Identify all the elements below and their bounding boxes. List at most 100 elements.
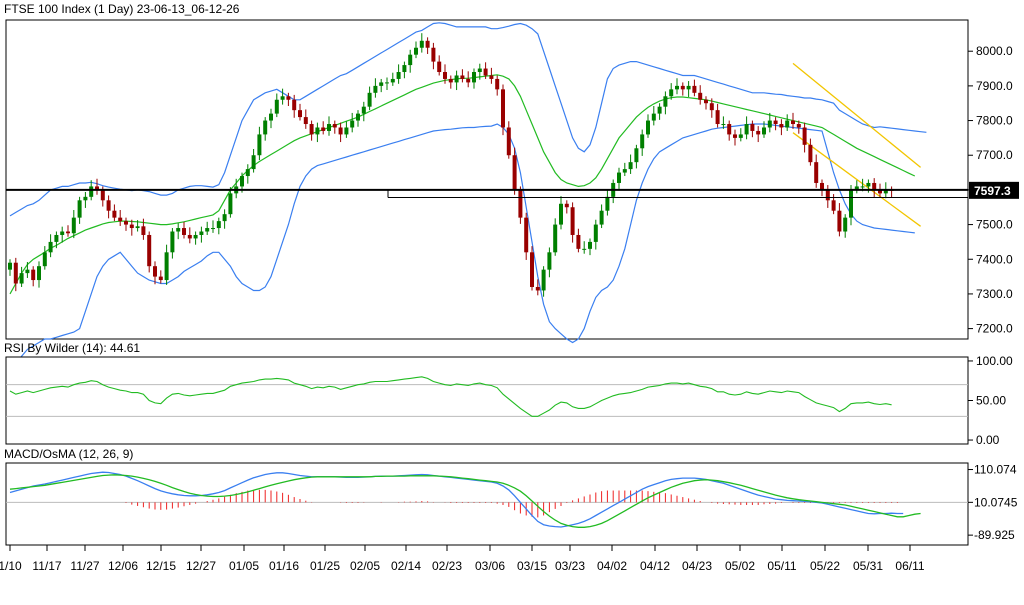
candle (756, 126, 761, 143)
candle (506, 121, 511, 159)
candle (286, 92, 291, 106)
candle-body (112, 210, 117, 218)
candle (274, 93, 279, 118)
candle (106, 195, 111, 219)
candle (640, 129, 645, 156)
candle-body (802, 127, 807, 145)
x-tick-label: 03/15 (517, 559, 547, 573)
candle-body (483, 68, 488, 76)
candle-body (332, 124, 337, 128)
candle-body (390, 78, 395, 83)
candle (13, 257, 18, 292)
candle (628, 154, 633, 174)
candle-body (524, 217, 529, 253)
candle-body (124, 221, 128, 225)
y-tick-label: 7500.0 (976, 218, 1013, 232)
candle-body (292, 99, 297, 111)
candle (245, 164, 250, 184)
candle-body (646, 120, 650, 135)
macd-line (9, 471, 904, 528)
candle (170, 228, 175, 259)
candle-body (622, 169, 627, 173)
candle (849, 185, 853, 226)
candle-body (66, 231, 70, 234)
candle (460, 69, 465, 83)
candle (135, 220, 140, 232)
candle-body (402, 65, 407, 73)
candle-body (796, 124, 801, 128)
x-tick-label: 11/27 (70, 559, 99, 573)
candle-body (820, 182, 824, 190)
candle (303, 109, 308, 129)
candle-body (791, 120, 795, 125)
candle-body (396, 72, 401, 79)
x-tick-label: 12/15 (146, 559, 176, 573)
candle (802, 122, 807, 153)
candle-body (506, 127, 511, 156)
candle-body (350, 120, 355, 128)
y-tick-label: 7400.0 (976, 252, 1013, 266)
candle-body (8, 262, 12, 270)
candle-body (315, 127, 320, 135)
candle (599, 204, 604, 229)
price-chart-title: FTSE 100 Index (1 Day) 23-06-13_06-12-26 (4, 2, 240, 16)
candle-body (222, 214, 227, 222)
candle (367, 86, 372, 111)
candle (825, 185, 830, 208)
candle (350, 112, 355, 133)
candle (402, 61, 407, 79)
rsi-plot-frame (5, 356, 969, 445)
candle-body (849, 189, 853, 218)
candle-body (367, 92, 372, 107)
candle-body (738, 134, 743, 138)
x-tick-label: 01/25 (310, 559, 340, 573)
candle-body (866, 182, 871, 187)
x-tick-label: 11/17 (32, 559, 61, 573)
candle (332, 120, 337, 134)
candle-body (443, 72, 447, 79)
candle (141, 218, 146, 240)
candle (390, 72, 395, 86)
price-panel: FTSE 100 Index (1 Day) 23-06-13_06-12-26… (4, 2, 1019, 371)
candle (715, 103, 720, 128)
candle (385, 77, 389, 91)
x-tick-label: 02/14 (391, 559, 421, 573)
candle (112, 204, 117, 222)
candle (744, 116, 749, 140)
candle-body (327, 124, 331, 131)
candle-body (756, 130, 761, 135)
candle (704, 96, 708, 110)
candle (48, 234, 53, 258)
candle-body (228, 193, 233, 215)
candle-body (106, 200, 111, 211)
candle-body (193, 234, 198, 239)
candle (651, 105, 656, 126)
x-tick-label: 1/10 (0, 559, 22, 573)
candle-body (860, 186, 865, 188)
candle (454, 70, 459, 91)
candle (570, 202, 575, 243)
candle (408, 49, 413, 73)
y-tick-label: -89.925 (974, 528, 1015, 542)
candle (663, 91, 668, 115)
candle (872, 178, 877, 198)
candle-body (773, 120, 778, 125)
candle (205, 221, 210, 235)
candle-body (460, 75, 465, 79)
candle-body (257, 134, 262, 156)
candle (559, 196, 563, 230)
candle (216, 217, 221, 235)
candle-body (541, 269, 546, 291)
candle-body (704, 99, 708, 104)
candle-body (298, 110, 302, 118)
candle-body (71, 217, 76, 234)
candle (541, 266, 546, 297)
x-tick-label: 04/23 (682, 559, 712, 573)
rsi-line (9, 376, 892, 417)
candle (466, 71, 471, 88)
candle-body (425, 40, 430, 48)
candle (54, 231, 59, 249)
candle-body (408, 54, 413, 66)
candle-body (715, 110, 720, 125)
